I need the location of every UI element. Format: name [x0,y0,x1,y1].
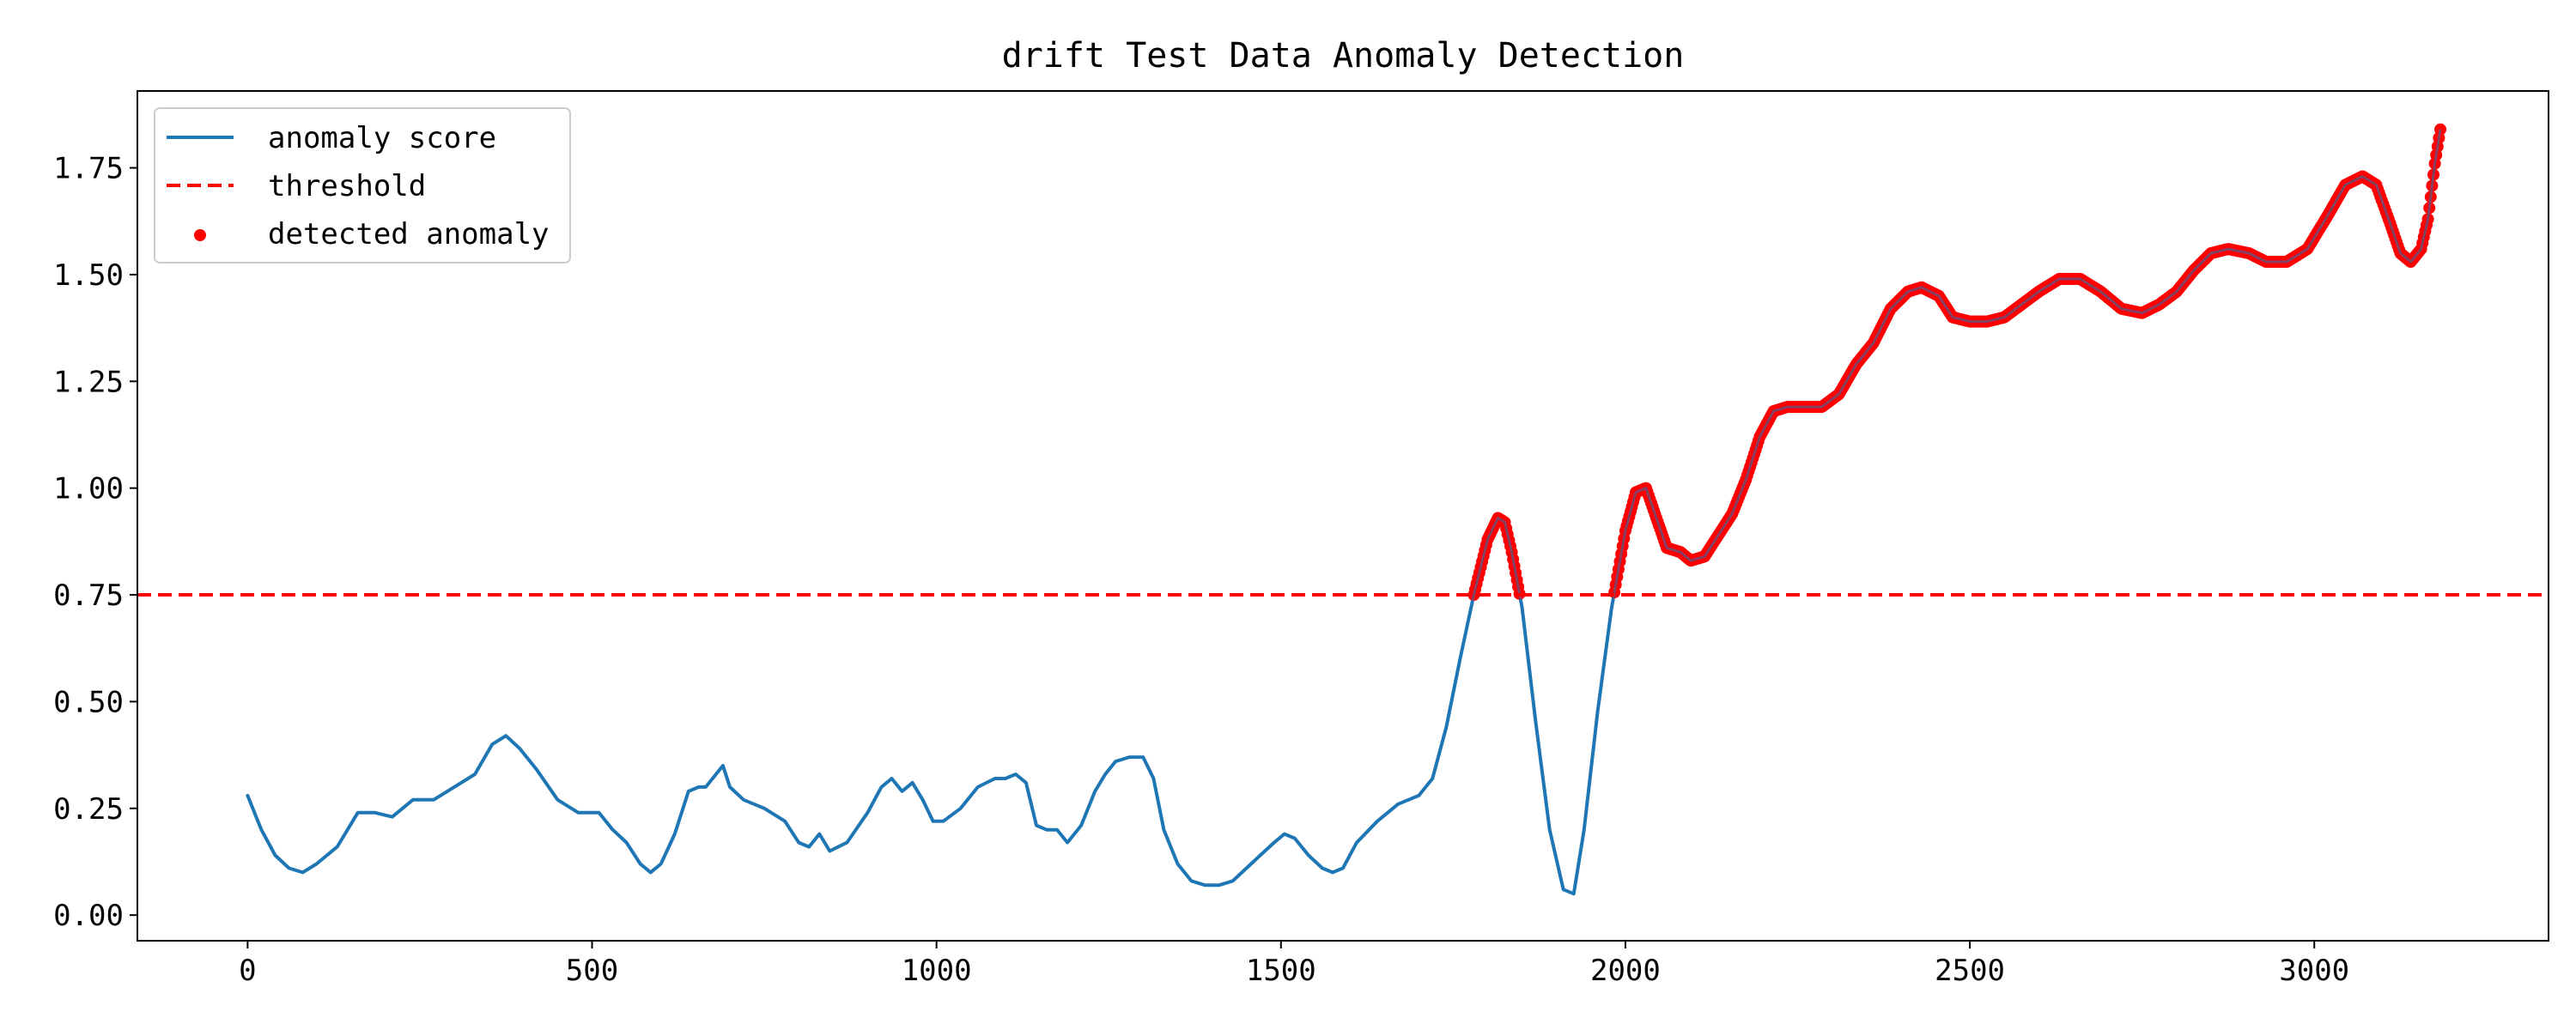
legend-marker-anomaly [194,229,206,241]
anomaly-score-line [246,127,2442,896]
legend-label-threshold: threshold [268,169,426,203]
legend-box [154,107,571,264]
y-tick-label: 1.50 [53,258,124,293]
legend: anomaly score threshold detected anomaly [154,107,571,264]
x-tick-label: 1500 [1246,954,1316,988]
y-tick-label: 0.75 [53,579,124,613]
y-tick-label: 0.25 [53,792,124,827]
anomaly-point [2434,123,2447,136]
chart-title: drift Test Data Anomaly Detection [1002,36,1685,76]
plot-area [137,123,2549,896]
y-tick-label: 0.50 [53,685,124,719]
legend-label-anomaly: detected anomaly [268,217,550,251]
axes: 0 500 1000 1500 2000 2500 3000 0.00 0.25 0.50 0.75… [53,90,2549,988]
legend-label-score: anomaly score [268,121,496,155]
x-tick-label: 500 [566,954,618,988]
y-tick-label: 1.25 [53,365,124,399]
plot-frame [137,90,2549,942]
x-tick-label: 1000 [902,954,972,988]
x-tick-label: 3000 [2279,954,2349,988]
x-tick-label: 0 [239,954,256,988]
y-tick-label: 0.00 [53,899,124,933]
y-tick-label: 1.75 [53,152,124,186]
anomaly-score-line-overlay [246,129,2442,895]
x-tick-label: 2000 [1590,954,1661,988]
x-tick-label: 2500 [1935,954,2005,988]
y-tick-label: 1.00 [53,472,124,506]
detected-anomaly-points [1467,123,2447,601]
